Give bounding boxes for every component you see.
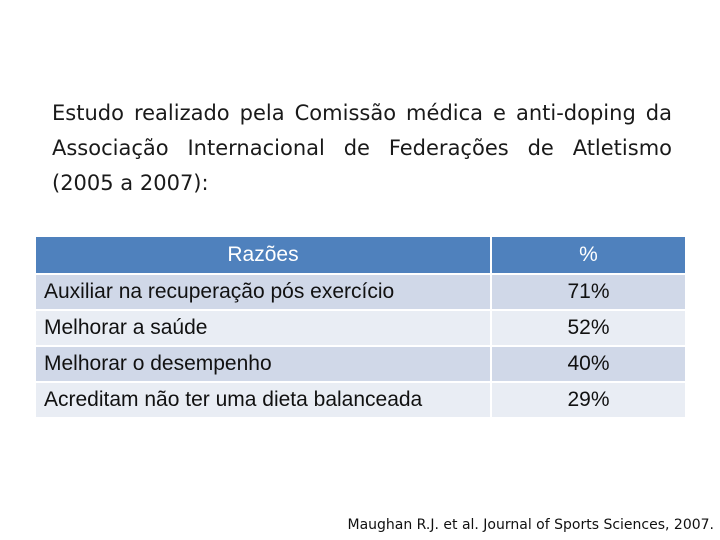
row-reason: Auxiliar na recuperação pós exercício [36, 274, 491, 311]
header-percent: % [490, 237, 685, 275]
row-reason: Melhorar o desempenho [36, 346, 491, 383]
reasons-table: Razões % Auxiliar na recuperação pós exe… [36, 237, 685, 419]
table-row: Auxiliar na recuperação pós exercício 71… [36, 274, 685, 311]
row-percent: 29% [490, 382, 685, 419]
table-row: Acreditam não ter uma dieta balanceada 2… [36, 382, 685, 419]
row-reason: Melhorar a saúde [36, 310, 491, 347]
reasons-table-container: Razões % Auxiliar na recuperação pós exe… [36, 237, 685, 419]
row-percent: 52% [490, 310, 685, 347]
citation: Maughan R.J. et al. Journal of Sports Sc… [347, 517, 714, 533]
row-reason: Acreditam não ter uma dieta balanceada [36, 382, 491, 419]
intro-paragraph: Estudo realizado pela Comissão médica e … [52, 101, 672, 195]
table-header-row: Razões % [36, 237, 685, 275]
row-percent: 71% [490, 274, 685, 311]
table-row: Melhorar o desempenho 40% [36, 346, 685, 383]
table-row: Melhorar a saúde 52% [36, 310, 685, 347]
row-percent: 40% [490, 346, 685, 383]
header-razoes: Razões [36, 237, 491, 275]
